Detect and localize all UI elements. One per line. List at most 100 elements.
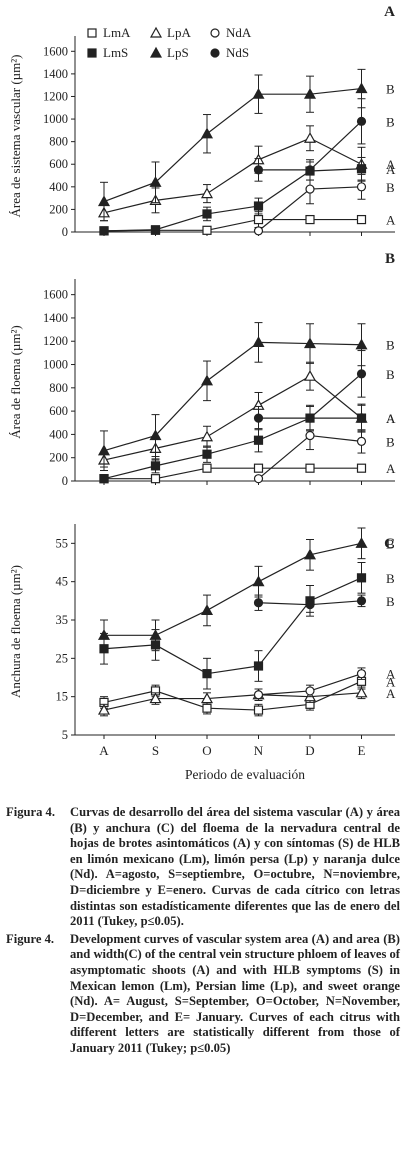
data-point [305,463,315,473]
data-point [200,374,214,386]
legend: LmA LpA NdA LmS LpS NdS [87,25,252,60]
y-tick-label: 400 [49,427,68,441]
series-nda [253,173,367,236]
series-lma [99,211,367,236]
legend-label: NdA [226,25,252,40]
series-lps [97,68,368,222]
data-point [303,548,317,560]
series-nds [253,594,367,613]
series-line [104,542,362,636]
chart-panel-a: A 0 200 400 600 800 1000 1200 1400 1600 Área de si… [8,4,396,239]
y-axis-label: Área de sistema vascular (µm²) [8,55,23,218]
data-point [356,669,367,679]
data-point [253,214,264,225]
data-point [150,225,161,235]
series-nds [253,350,367,431]
y-tick-label: 5 [62,728,68,742]
y-tick-label: 600 [49,404,68,418]
series-lpa [97,125,368,222]
group-letter: B [386,434,395,449]
caption-english: Figure 4. Development curves of vascular… [6,932,400,1057]
caption-text: Development curves of vascular system ar… [70,931,400,1055]
group-letter: B [386,82,395,97]
chart-panel-c: C 5 15 25 35 45 55 Anchura de floema (µm²) A S O N D… [8,524,396,782]
data-point [303,369,317,381]
y-tick-label: 1400 [43,311,68,325]
data-point [355,338,368,350]
y-tick-label: 200 [49,202,68,216]
group-letter: B [386,367,395,382]
data-point [303,132,317,143]
y-tick-label: 25 [56,651,69,665]
group-letter: B [386,338,395,353]
y-tick-label: 600 [49,157,68,171]
legend-label: LmS [103,45,128,60]
group-letter: B [386,594,395,609]
data-point [356,214,367,225]
series-lpa [97,361,368,468]
panel-letter: A [384,4,395,20]
caption-label: Figura 4. [6,805,55,819]
data-point [356,164,367,174]
data-point [356,116,367,126]
series-lpa [97,686,368,717]
data-point [200,127,214,139]
y-tick-label: 35 [56,613,69,627]
x-tick-label: O [202,743,211,758]
series-line [103,218,362,232]
y-tick-label: 45 [56,575,69,589]
legend-marker [149,26,163,38]
series-line [103,577,362,675]
data-point [305,184,315,194]
data-point [200,604,214,616]
data-point [303,337,317,349]
data-point [253,413,264,423]
series-lms [99,562,367,690]
series-lma [99,673,367,717]
group-letter: A [386,213,396,228]
group-letter: B [386,536,395,551]
series-line [103,680,362,711]
data-point [150,461,161,471]
figure-captions: Figura 4. Curvas de desarrollo del área … [6,805,400,1059]
series-line [103,87,362,203]
legend-label: LmA [103,25,131,40]
y-tick-label: 1200 [43,89,68,103]
series-line [103,341,362,452]
data-point [305,686,315,696]
data-point [202,463,212,473]
y-tick-label: 55 [56,536,69,550]
legend-marker [87,48,97,58]
data-point [99,474,109,484]
caption-text: Curvas de desarrollo del área del sistem… [70,805,400,929]
series-line [103,375,362,461]
y-tick-label: 800 [49,381,68,395]
data-point [200,692,214,704]
data-point [97,703,111,715]
legend-label: LpS [167,45,189,60]
data-point [356,596,367,606]
data-point [253,661,264,671]
y-tick-label: 200 [49,451,68,465]
data-point [356,369,367,379]
data-point [150,474,161,484]
x-tick-label: E [358,743,366,758]
data-point [253,598,264,608]
group-letter: A [386,667,396,682]
y-tick-label: 0 [62,474,68,488]
y-tick-label: 1400 [43,67,68,81]
x-tick-label: S [152,743,159,758]
data-point [303,87,317,99]
legend-label: NdS [226,45,249,60]
series-lma [99,463,367,484]
data-point [99,226,109,236]
series-lps [97,322,368,472]
data-point [252,336,265,347]
data-point [305,214,315,225]
series-nds [253,98,367,182]
x-axis-label: Periodo de evaluación [185,767,305,782]
data-point [202,225,212,235]
data-point [149,629,162,640]
x-tick-label: A [99,743,109,758]
data-point [305,600,315,610]
